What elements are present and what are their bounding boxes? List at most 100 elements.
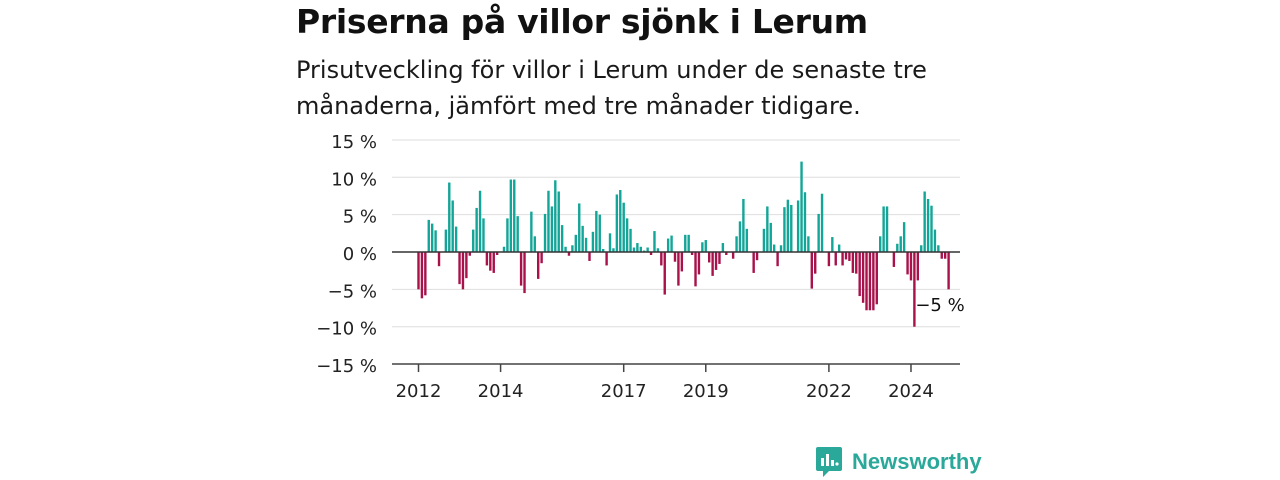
bars (392, 161, 960, 327)
bar (694, 252, 697, 287)
bar (653, 231, 656, 252)
chart-title: Priserna på villor sjönk i Lerum (296, 2, 868, 41)
bar (663, 252, 666, 295)
bar (779, 245, 783, 252)
bar (930, 205, 933, 252)
bar (601, 249, 605, 252)
bar (752, 252, 755, 273)
bar (920, 245, 923, 252)
bar (519, 252, 523, 286)
bar (817, 213, 820, 252)
bar (656, 248, 660, 252)
bar (708, 252, 711, 263)
bar (472, 229, 475, 252)
y-tick-label: 0 % (343, 244, 377, 265)
y-tick-label: 15 % (331, 132, 377, 153)
last-value-label: −5 % (915, 295, 964, 316)
bar (636, 243, 639, 252)
bar (933, 229, 937, 252)
bar (913, 252, 916, 327)
bar (560, 225, 564, 252)
bar (861, 252, 865, 303)
bar (831, 237, 834, 252)
bar (584, 237, 588, 252)
bar (660, 252, 663, 266)
bar (666, 238, 670, 252)
y-tick-label: −15 % (316, 356, 377, 377)
bar (844, 252, 848, 260)
bar (837, 244, 841, 252)
bar (718, 252, 721, 264)
bar (810, 252, 813, 289)
bar (516, 216, 519, 252)
bar (875, 252, 878, 305)
y-tick-label: 10 % (331, 169, 377, 190)
bar (690, 252, 694, 255)
bar (848, 252, 851, 261)
bar (841, 252, 844, 266)
bar (434, 230, 437, 252)
y-tick-label: −5 % (328, 281, 377, 302)
bar (684, 234, 687, 252)
bar (451, 200, 454, 252)
bar (574, 234, 578, 252)
bar (612, 248, 615, 252)
bar (909, 252, 913, 281)
bar (550, 206, 554, 252)
bar (745, 228, 749, 252)
bar (738, 221, 742, 252)
bar (865, 252, 868, 311)
bar (834, 252, 837, 266)
bar (595, 210, 598, 252)
bar (947, 252, 950, 290)
y-tick-label: 5 % (343, 207, 377, 228)
bar (646, 247, 649, 252)
x-tick-label: 2019 (683, 381, 729, 402)
bar (622, 202, 625, 252)
bar (492, 252, 495, 273)
bar (687, 234, 690, 252)
bar (769, 222, 772, 252)
bar (926, 198, 930, 252)
x-tick-label: 2017 (601, 381, 647, 402)
bar (827, 252, 831, 267)
bar (533, 236, 536, 252)
bar (605, 252, 608, 266)
bar (564, 246, 567, 252)
bar (772, 244, 776, 252)
brand-name: Newsworthy (852, 449, 982, 474)
bar (437, 252, 441, 267)
bar (923, 191, 926, 252)
bar (855, 252, 858, 274)
bar (731, 252, 735, 259)
bar (899, 236, 902, 252)
x-tick-label: 2012 (396, 381, 442, 402)
bar (513, 179, 516, 252)
bar (670, 235, 673, 252)
bar (721, 243, 725, 252)
bar (424, 252, 427, 296)
bar (506, 218, 509, 252)
annotations: −5 % (915, 295, 964, 316)
bar (540, 252, 543, 264)
y-axis: 15 % 10 % 5 % 0 % −5 % −10 % −15 % (316, 132, 377, 377)
bar (940, 252, 943, 259)
bar (868, 252, 872, 311)
bar (454, 226, 458, 252)
bar (697, 252, 701, 275)
bar (742, 198, 745, 252)
bar (755, 252, 759, 261)
newsworthy-logo-icon (816, 447, 842, 477)
bar (711, 252, 714, 276)
x-tick-label: 2024 (888, 381, 934, 402)
bar (578, 203, 581, 252)
bar (814, 252, 817, 274)
bar (495, 252, 499, 255)
bar (803, 192, 807, 252)
bar (543, 213, 547, 252)
bar (615, 194, 619, 252)
bar (879, 236, 882, 252)
y-tick-label: −10 % (316, 319, 377, 340)
bar (475, 207, 478, 252)
